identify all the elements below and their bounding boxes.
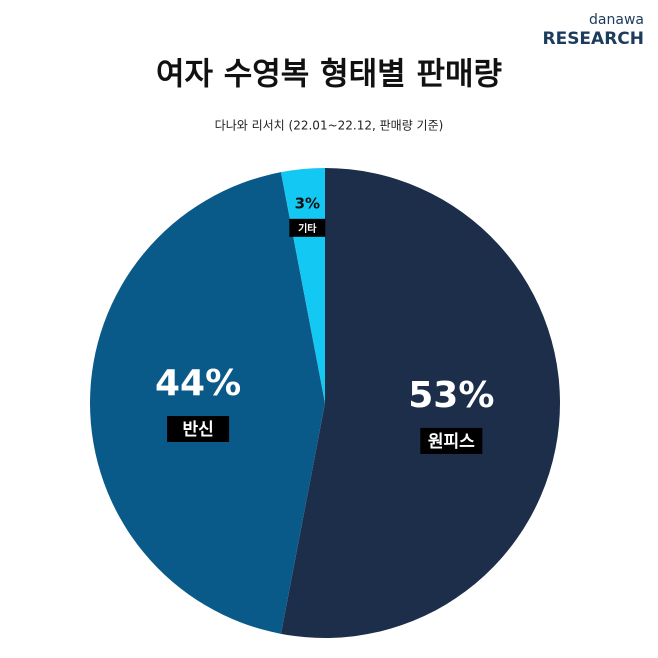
category-label: 원피스 (428, 432, 475, 452)
value-label: 3% (295, 194, 320, 212)
pie-slice (89, 172, 325, 634)
category-label: 기타 (298, 222, 317, 235)
chart-title: 여자 수영복 형태별 판매량 (156, 57, 502, 93)
brand-name: danawa (589, 12, 644, 28)
value-label: 44% (155, 363, 241, 404)
category-label-box (289, 218, 326, 237)
brand-label: RESEARCH (542, 29, 644, 49)
category-label-box (420, 427, 483, 454)
category-label-box (167, 416, 230, 442)
pie-slice (280, 168, 560, 639)
category-label: 반신 (182, 420, 213, 440)
chart-subtitle: 다나와 리서치 (22.01~22.12, 판매량 기준) (215, 119, 444, 133)
value-label: 53% (408, 375, 494, 416)
